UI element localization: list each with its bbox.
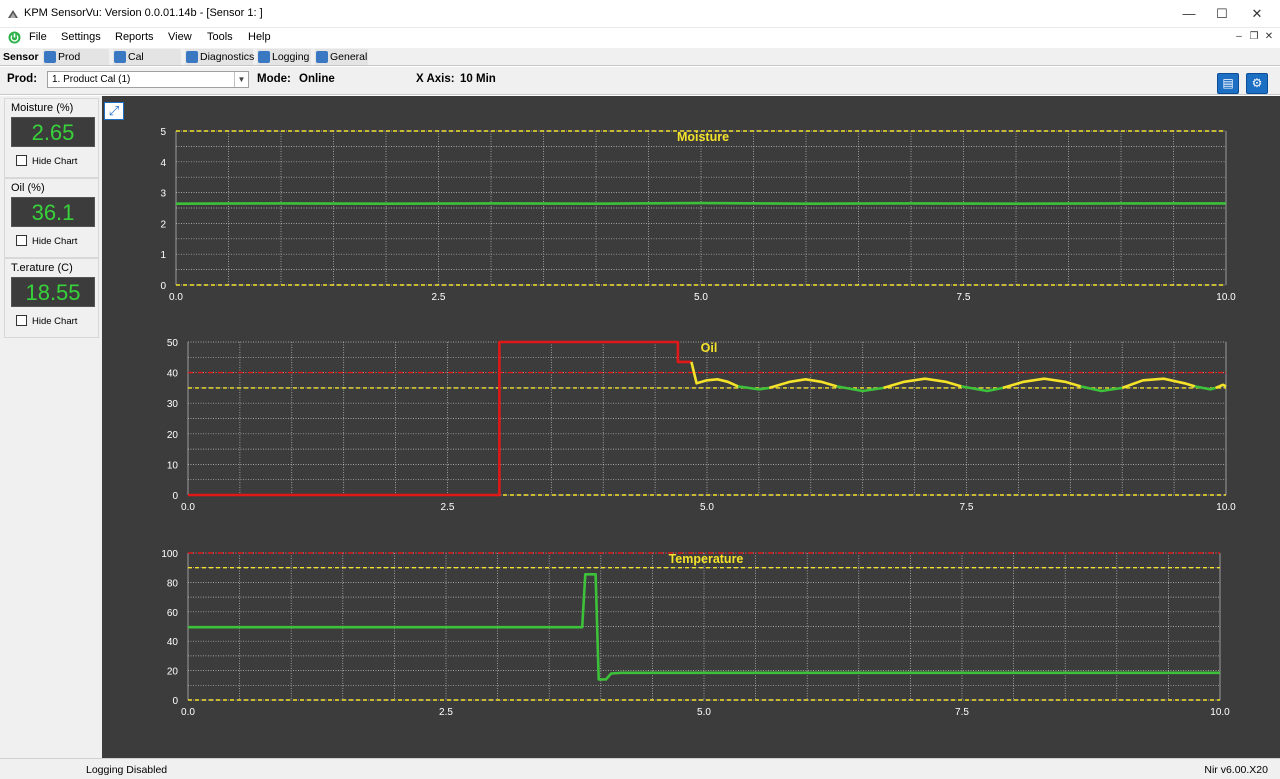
oil-hide-chart-label: Hide Chart <box>32 236 78 247</box>
close-button[interactable]: ✕ <box>1251 6 1263 21</box>
moisture-gauge-value: 2.65 <box>11 117 95 147</box>
firmware-version: Nir v6.00.X20 <box>1204 764 1268 776</box>
power-icon <box>8 31 21 44</box>
cal-routine-button[interactable]: Cal Routine <box>113 49 181 79</box>
logging-label: Logging <box>272 51 310 63</box>
moisture-hide-chart-checkbox[interactable]: Hide Chart <box>16 155 77 167</box>
oil-gauge-value: 36.1 <box>11 197 95 227</box>
diagnostics-label: Diagnostics <box>200 51 255 63</box>
maximize-button[interactable]: ☐ <box>1216 6 1228 21</box>
oil-gauge-label: Oil (%) <box>11 182 45 194</box>
oil-hide-chart-checkbox[interactable]: Hide Chart <box>16 235 77 247</box>
mdi-minimize-icon[interactable]: – <box>1236 31 1242 42</box>
expand-charts-button[interactable]: ⤢ <box>104 102 124 120</box>
monitor-icon: ▤ <box>1222 76 1234 90</box>
product-bar: Prod: 1. Product Cal (1) ▼ Mode: Online … <box>0 67 1280 95</box>
logging-icon <box>258 51 270 63</box>
settings-button[interactable]: ⚙ <box>1246 73 1268 94</box>
mdi-restore-icon[interactable]: ❐ <box>1249 31 1259 42</box>
chart-area <box>102 96 1280 758</box>
temperature-hide-chart-checkbox[interactable]: Hide Chart <box>16 315 77 327</box>
oil-gauge: Oil (%) 36.1 Hide Chart <box>4 178 99 258</box>
xaxis-label: X Axis: <box>416 73 455 85</box>
moisture-gauge-label: Moisture (%) <box>11 102 74 114</box>
product-select[interactable]: 1. Product Cal (1) ▼ <box>47 71 249 88</box>
xaxis-value: 10 Min <box>460 73 496 85</box>
minimize-button[interactable]: — <box>1182 6 1196 21</box>
logging-button[interactable]: Logging <box>257 49 311 65</box>
menu-file[interactable]: File <box>29 31 47 43</box>
temperature-gauge-label: T.erature (C) <box>11 262 73 274</box>
logging-status: Logging Disabled <box>86 764 168 776</box>
temperature-gauge-value: 18.55 <box>11 277 95 307</box>
cal-routine-icon <box>114 51 126 63</box>
monitor-button[interactable]: ▤ <box>1217 73 1239 94</box>
chevron-down-icon: ▼ <box>234 72 248 87</box>
sensor-toolbar: Sensor Prod Setup Cal Routine Diagnostic… <box>0 48 1280 79</box>
moisture-gauge: Moisture (%) 2.65 Hide Chart <box>4 98 99 178</box>
expand-icon: ⤢ <box>108 103 120 118</box>
general-button[interactable]: General <box>315 49 368 65</box>
menu-reports[interactable]: Reports <box>115 31 154 43</box>
gauge-panel: Moisture (%) 2.65 Hide Chart Oil (%) 36.… <box>0 96 102 758</box>
diagnostics-icon <box>186 51 198 63</box>
menu-tools[interactable]: Tools <box>207 31 233 43</box>
toolbar-label: Sensor <box>3 51 39 63</box>
gear-icon: ⚙ <box>1251 76 1263 90</box>
app-logo-icon <box>8 10 18 18</box>
title-bar: KPM SensorVu: Version 0.0.01.14b - [Sens… <box>0 0 1280 28</box>
mode-label: Mode: <box>257 73 291 85</box>
general-icon <box>316 51 328 63</box>
window-title: KPM SensorVu: Version 0.0.01.14b - [Sens… <box>24 7 263 19</box>
temperature-hide-chart-label: Hide Chart <box>32 316 78 327</box>
moisture-hide-chart-label: Hide Chart <box>32 156 78 167</box>
menu-settings[interactable]: Settings <box>61 31 101 43</box>
prod-setup-icon <box>44 51 56 63</box>
diagnostics-button[interactable]: Diagnostics <box>185 49 255 65</box>
mdi-close-icon[interactable]: ✕ <box>1264 31 1274 42</box>
product-select-value: 1. Product Cal (1) <box>52 74 131 85</box>
status-bar: Logging Disabled Nir v6.00.X20 <box>0 758 1280 779</box>
menu-bar: File Settings Reports View Tools Help <box>0 28 1280 48</box>
mode-value: Online <box>299 73 335 85</box>
temperature-gauge: T.erature (C) 18.55 Hide Chart <box>4 258 99 338</box>
general-label: General <box>330 51 368 63</box>
menu-view[interactable]: View <box>168 31 192 43</box>
prod-setup-button[interactable]: Prod Setup <box>43 49 109 79</box>
menu-help[interactable]: Help <box>248 31 271 43</box>
prod-label: Prod: <box>7 73 38 85</box>
